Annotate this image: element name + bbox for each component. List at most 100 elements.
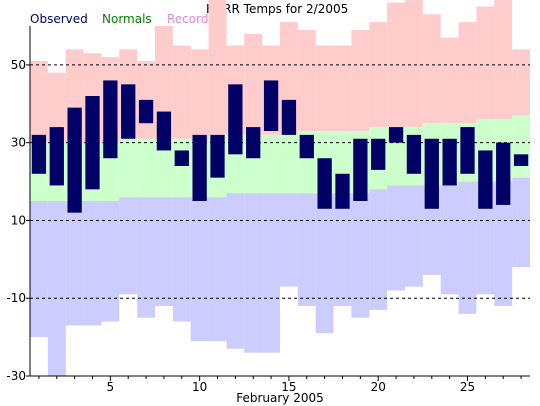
record-low-band-22 [405, 185, 423, 287]
observed-bar-15 [281, 99, 297, 135]
normals-band-9 [172, 138, 191, 198]
observed-bar-10 [192, 134, 207, 201]
x-tick-label-25: 25 [460, 380, 475, 394]
observed-bar-9 [174, 150, 189, 166]
observed-bar-21 [388, 127, 404, 143]
observed-bar-23 [424, 138, 439, 209]
record-low-band-5 [101, 201, 120, 322]
record-high-band-17 [315, 45, 334, 131]
record-high-band-1 [30, 61, 48, 143]
record-low-band-2 [47, 201, 66, 376]
record-high-band-23 [422, 14, 441, 124]
y-tick-label-10: 10 [11, 213, 26, 227]
observed-bar-14 [263, 80, 279, 131]
record-low-band-11 [208, 197, 227, 341]
record-low-band-9 [172, 197, 191, 322]
observed-bar-17 [317, 158, 332, 209]
normals-band-28 [512, 115, 530, 178]
record-high-band-20 [369, 22, 388, 128]
record-high-band-19 [351, 29, 370, 132]
record-high-band-28 [512, 49, 530, 116]
y-tick-label-50: 50 [11, 58, 26, 72]
observed-bar-25 [460, 127, 475, 174]
observed-bar-2 [49, 127, 64, 186]
y-tick-label--10: -10 [6, 291, 26, 305]
observed-bar-24 [442, 138, 457, 186]
observed-bar-3 [67, 107, 82, 213]
normals-band-8 [155, 138, 173, 198]
record-high-band-27 [494, 0, 513, 120]
record-low-band-17 [315, 193, 334, 334]
record-low-band-15 [280, 193, 298, 287]
record-high-band-26 [476, 6, 495, 120]
legend-observed: Observed [30, 12, 88, 26]
record-high-band-13 [244, 33, 263, 135]
observed-bar-7 [138, 99, 154, 124]
y-tick-label-30: 30 [11, 136, 26, 150]
record-low-band-1 [30, 201, 48, 338]
observed-bar-4 [85, 96, 100, 190]
observed-bar-1 [31, 134, 47, 174]
legend-records: Records [167, 12, 215, 26]
observed-bar-6 [121, 84, 136, 139]
record-low-band-21 [387, 185, 405, 291]
record-low-band-4 [83, 201, 102, 326]
x-tick-label-15: 15 [281, 380, 296, 394]
observed-bar-22 [406, 134, 422, 174]
record-low-band-10 [190, 197, 209, 341]
observed-bar-11 [210, 134, 225, 178]
x-tick-label-20: 20 [371, 380, 386, 394]
observed-bar-18 [335, 173, 350, 209]
observed-bar-20 [371, 138, 386, 170]
normals-band-14 [262, 134, 280, 194]
record-low-band-16 [297, 193, 316, 306]
observed-bar-16 [299, 134, 314, 159]
record-high-band-24 [440, 37, 459, 124]
record-high-band-11 [208, 0, 227, 135]
observed-bar-27 [496, 142, 511, 205]
chart-header: Observed Normals Records KGRR Temps for … [30, 2, 348, 26]
observed-bar-26 [478, 150, 493, 209]
record-low-band-3 [65, 201, 84, 326]
record-high-band-25 [458, 22, 477, 124]
record-low-band-6 [119, 197, 138, 295]
legend-normals: Normals [102, 12, 152, 26]
chart-title: KGRR Temps for 2/2005 [206, 2, 348, 16]
record-high-band-18 [333, 45, 352, 131]
record-low-band-19 [351, 193, 370, 318]
record-low-band-28 [512, 177, 530, 268]
record-low-band-20 [369, 189, 388, 310]
plot-area [30, 0, 530, 376]
normals-band-15 [280, 134, 298, 194]
record-high-band-22 [405, 0, 423, 128]
observed-bar-28 [513, 154, 529, 166]
record-low-band-26 [476, 181, 495, 295]
record-low-band-8 [155, 197, 173, 306]
x-tick-label-5: 5 [107, 380, 115, 394]
x-tick-label-10: 10 [192, 380, 207, 394]
record-high-band-16 [297, 29, 316, 132]
y-tick-label--30: -30 [6, 369, 26, 383]
record-low-band-7 [137, 197, 155, 318]
observed-bar-19 [353, 138, 368, 201]
axes: -30 -10 10 30 50 5 10 15 20 25 [6, 26, 530, 394]
record-high-band-9 [172, 45, 191, 139]
normals-band-6 [119, 138, 138, 198]
record-high-band-2 [47, 72, 66, 143]
record-low-band-27 [494, 181, 513, 306]
observed-bar-5 [103, 80, 118, 159]
record-high-band-10 [190, 49, 209, 139]
record-low-band-14 [262, 193, 280, 353]
record-low-band-12 [226, 193, 245, 349]
normals-band-7 [137, 138, 155, 198]
x-axis-label: February 2005 [236, 391, 324, 405]
record-low-band-18 [333, 193, 352, 306]
record-high-band-8 [155, 26, 173, 139]
record-low-band-13 [244, 193, 263, 353]
observed-bar-8 [156, 111, 172, 151]
record-low-band-24 [440, 185, 459, 295]
record-low-band-25 [458, 181, 477, 314]
observed-bar-12 [228, 84, 243, 155]
observed-bar-13 [246, 127, 261, 159]
